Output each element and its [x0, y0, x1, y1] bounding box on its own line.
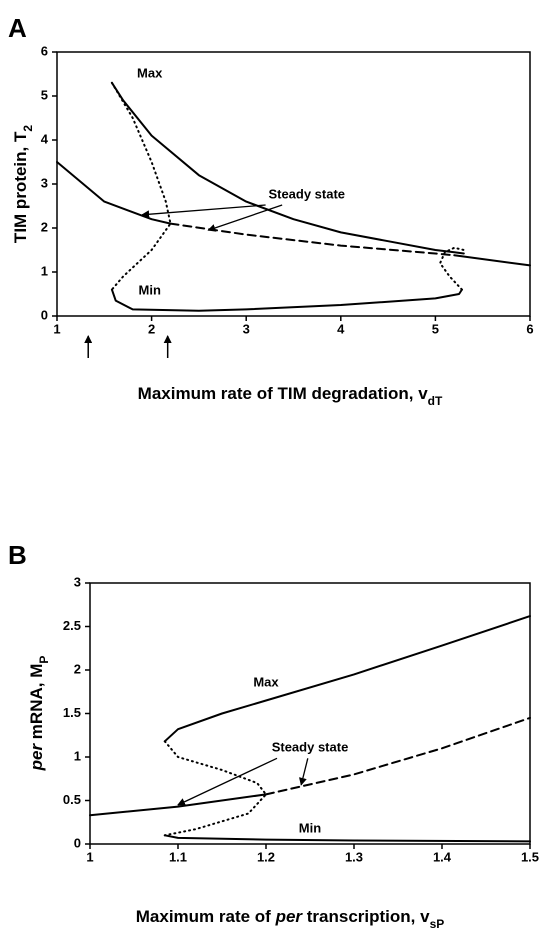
label-part: Maximum rate of TIM degradation, v — [138, 384, 429, 403]
y-axis-label: per mRNA, MP — [27, 656, 51, 772]
x-tick-label: 1.5 — [521, 849, 539, 864]
annotation: Min — [299, 821, 321, 836]
annotation: Max — [137, 65, 163, 80]
annotation: Steady state — [272, 740, 349, 755]
label-part: TIM protein, T — [11, 131, 30, 243]
y-tick-label: 3 — [74, 574, 81, 589]
x-tick-label: 5 — [432, 321, 439, 336]
annotation-arrow — [141, 204, 266, 219]
y-tick-label: 4 — [41, 131, 49, 146]
x-tick-label: 3 — [243, 321, 250, 336]
label-part: Maximum rate of — [136, 907, 276, 926]
curve-solid — [56, 161, 172, 225]
label-part: P — [37, 656, 51, 664]
x-axis-label: Maximum rate of per transcription, vsP — [136, 907, 445, 931]
y-tick-label: 5 — [41, 87, 48, 102]
label-part: per — [27, 743, 46, 772]
annotation-arrow — [177, 757, 278, 806]
y-tick-label: 2.5 — [63, 618, 81, 633]
curve-dotted — [110, 81, 172, 291]
y-tick-label: 3 — [41, 175, 48, 190]
y-tick-label: 6 — [41, 43, 48, 58]
x-tick-label: 1.1 — [169, 849, 187, 864]
plot-frame — [56, 51, 531, 317]
curve-dotted — [439, 246, 465, 291]
label-part: dT — [428, 394, 443, 408]
label-part: mRNA, M — [27, 664, 46, 744]
label-part: per — [275, 907, 304, 926]
curve-dashed — [169, 222, 456, 257]
curve-solid — [110, 81, 465, 255]
x-tick-label: 6 — [526, 321, 533, 336]
panel-label: A — [8, 13, 27, 43]
curve-dotted — [163, 740, 267, 837]
annotation: Steady state — [268, 186, 345, 201]
x-tick-label: 1.4 — [433, 849, 452, 864]
y-tick-label: 0 — [74, 835, 81, 850]
annotation-arrow — [207, 204, 283, 232]
curve-solid — [163, 615, 531, 743]
x-axis-label: Maximum rate of TIM degradation, vdT — [138, 384, 443, 408]
x-tick-label: 4 — [337, 321, 345, 336]
curve-solid — [163, 834, 531, 843]
y-tick-label: 1 — [41, 263, 48, 278]
x-tick-label: 1.2 — [257, 849, 275, 864]
y-tick-label: 2 — [41, 219, 48, 234]
y-tick-label: 0.5 — [63, 792, 81, 807]
label-part: sP — [430, 917, 445, 931]
x-tick-label: 2 — [148, 321, 155, 336]
curve-dashed — [265, 716, 531, 796]
panel-label: B — [8, 540, 27, 570]
label-part: transcription, v — [302, 907, 430, 926]
curve-solid — [453, 254, 531, 267]
x-tick-label: 1 — [86, 849, 93, 864]
annotation: Min — [139, 282, 161, 297]
y-tick-label: 1 — [74, 748, 81, 763]
y-tick-label: 2 — [74, 661, 81, 676]
annotation: Max — [253, 674, 279, 689]
curve-solid — [89, 793, 267, 817]
y-tick-label: 0 — [41, 307, 48, 322]
y-tick-label: 1.5 — [63, 705, 81, 720]
y-axis-label: TIM protein, T2 — [11, 125, 35, 243]
annotation-arrow — [299, 758, 309, 786]
x-tick-label: 1.3 — [345, 849, 363, 864]
curve-solid — [110, 288, 463, 312]
plot-frame — [89, 582, 531, 845]
label-part: 2 — [21, 125, 35, 132]
x-tick-label: 1 — [53, 321, 60, 336]
